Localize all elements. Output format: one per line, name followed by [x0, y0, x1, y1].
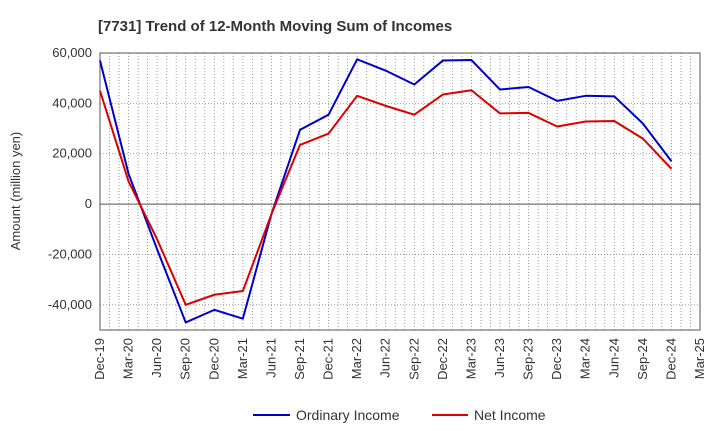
x-tick-label: Sep-23	[521, 338, 536, 380]
y-tick-label: -40,000	[48, 297, 92, 312]
x-tick-label: Sep-21	[292, 338, 307, 380]
series-line-net-income	[99, 89, 673, 306]
x-tick-label: Dec-22	[435, 338, 450, 380]
x-tick-label: Jun-21	[263, 338, 278, 378]
x-tick-label: Sep-24	[635, 338, 650, 380]
x-tick-label: Dec-21	[321, 338, 336, 380]
x-tick-label: Sep-22	[406, 338, 421, 380]
y-tick-label: 60,000	[52, 45, 92, 60]
x-tick-label: Mar-24	[578, 338, 593, 379]
plot-frame	[99, 52, 701, 331]
legend-label-ordinary-income: Ordinary Income	[296, 407, 400, 423]
legend-label-net-income: Net Income	[474, 407, 546, 423]
x-tick-label: Jun-23	[492, 338, 507, 378]
x-tick-label: Jun-24	[606, 338, 621, 378]
chart-title: [7731] Trend of 12-Month Moving Sum of I…	[98, 18, 452, 35]
x-tick-label: Sep-20	[178, 338, 193, 380]
x-tick-label: Mar-20	[121, 338, 136, 379]
x-tick-label: Jun-20	[149, 338, 164, 378]
legend: Ordinary Income Net Income	[253, 407, 546, 423]
x-tick-label: Mar-22	[349, 338, 364, 379]
x-tick-label: Dec-23	[549, 338, 564, 380]
y-tick-label: 20,000	[52, 146, 92, 161]
series-line-ordinary-income	[99, 58, 673, 324]
y-tick-label: -20,000	[48, 246, 92, 261]
x-tick-label: Mar-25	[692, 338, 707, 379]
grid	[99, 52, 701, 331]
x-tick-label: Jun-22	[378, 338, 393, 378]
x-tick-label: Mar-23	[463, 338, 478, 379]
y-axis-label: Amount (million yen)	[8, 132, 23, 251]
x-axis-ticks: Dec-19 Mar-20 Jun-20 Sep-20 Dec-20 Mar-21 Jun-…	[92, 338, 707, 380]
series-lines	[99, 58, 673, 324]
x-tick-label: Dec-20	[206, 338, 221, 380]
x-tick-label: Mar-21	[235, 338, 250, 379]
y-tick-label: 40,000	[52, 95, 92, 110]
x-tick-label: Dec-19	[92, 338, 107, 380]
x-tick-label: Dec-24	[663, 338, 678, 380]
y-tick-label: 0	[85, 196, 92, 211]
y-axis-ticks: 60,000 40,000 20,000 0 -20,000 -40,000	[48, 45, 92, 312]
